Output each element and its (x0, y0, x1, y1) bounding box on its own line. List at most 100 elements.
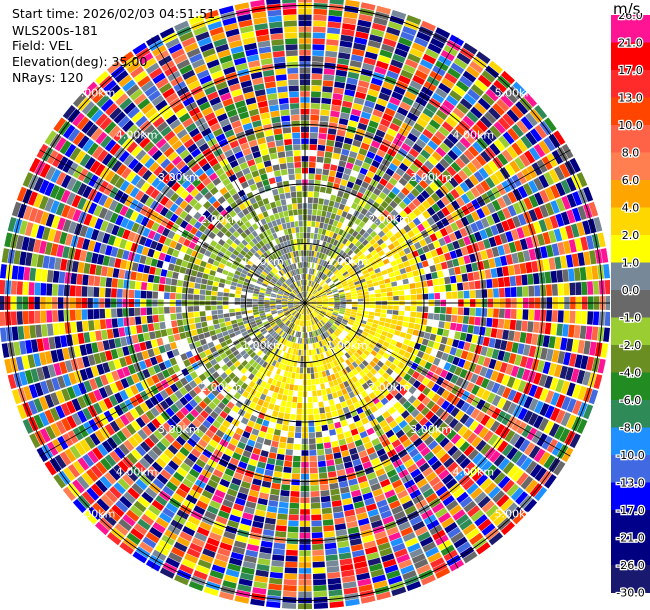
range-gate (342, 192, 350, 200)
range-gate (101, 329, 108, 340)
range-gate (264, 297, 270, 301)
range-gate (366, 151, 376, 160)
range-gate (349, 114, 360, 123)
range-gate (318, 401, 324, 408)
range-gate (313, 291, 319, 296)
range-gate (330, 104, 341, 112)
range-gate (505, 231, 514, 243)
range-gate (307, 262, 311, 268)
range-gate (437, 173, 448, 184)
range-gate (412, 198, 421, 207)
range-gate (373, 346, 380, 353)
range-gate (89, 331, 97, 342)
range-gate (392, 172, 402, 182)
range-gate (376, 5, 391, 15)
range-gate (507, 465, 520, 479)
range-gate (514, 157, 526, 170)
range-gate (403, 382, 412, 391)
range-gate (310, 305, 316, 309)
range-gate (328, 304, 334, 307)
range-gate (463, 342, 471, 351)
range-gate (279, 495, 290, 503)
range-gate (307, 220, 312, 227)
range-gate (334, 303, 340, 306)
range-gate (517, 213, 527, 226)
range-gate (517, 407, 528, 421)
range-gate (327, 308, 334, 312)
range-gate (328, 300, 335, 303)
range-gate (416, 294, 423, 300)
range-gate (211, 291, 218, 296)
range-gate (307, 197, 313, 204)
range-gate (309, 306, 315, 310)
range-gate (323, 68, 335, 76)
range-gate (309, 306, 315, 310)
range-gate (381, 43, 395, 53)
ray (305, 201, 599, 303)
range-gate (312, 289, 317, 295)
range-gate (563, 240, 571, 254)
range-gate (439, 314, 446, 321)
range-gate (339, 309, 346, 313)
range-gate (355, 225, 362, 233)
range-gate (337, 274, 344, 280)
range-gate (187, 294, 194, 300)
range-gate (444, 321, 451, 330)
range-gate (511, 468, 524, 482)
range-gate (488, 337, 496, 348)
range-gate (371, 22, 387, 32)
range-gate (339, 324, 345, 330)
range-gate (408, 376, 417, 385)
range-gate (288, 425, 295, 432)
range-gate (326, 33, 340, 40)
range-gate (316, 209, 322, 217)
range-gate (334, 421, 342, 429)
range-gate (446, 165, 457, 177)
range-gate (570, 223, 580, 238)
range-gate (428, 293, 435, 300)
range-gate (376, 60, 389, 70)
range-gate (473, 231, 483, 242)
range-gate (424, 251, 433, 260)
range-gate (384, 360, 392, 368)
ray (305, 0, 328, 303)
range-gate (493, 454, 506, 467)
range-gate (357, 213, 365, 221)
range-gate (320, 293, 327, 297)
range-gate (323, 316, 329, 321)
range-gate (456, 282, 464, 291)
range-gate (333, 239, 339, 246)
range-gate (442, 169, 453, 181)
range-gate (273, 471, 283, 478)
range-gate (40, 310, 47, 323)
range-gate (357, 304, 364, 308)
range-gate (516, 286, 523, 297)
range-gate (445, 371, 454, 382)
range-gate (314, 283, 319, 289)
range-gate (412, 75, 426, 86)
range-gate (327, 176, 335, 183)
ray (305, 9, 407, 303)
range-gate (354, 280, 361, 286)
range-gate (471, 262, 479, 272)
range-gate (436, 270, 444, 278)
range-gate (362, 288, 369, 293)
range-gate (309, 274, 312, 281)
range-gate (123, 317, 130, 327)
range-gate (484, 327, 492, 337)
range-gate (519, 439, 531, 453)
range-gate (279, 436, 287, 443)
range-gate (311, 67, 323, 74)
range-gate (419, 359, 427, 368)
range-gate (297, 355, 301, 362)
range-gate (402, 25, 417, 36)
range-gate (402, 233, 410, 242)
range-gate (325, 313, 332, 317)
range-gate (296, 367, 300, 374)
range-gate (382, 226, 390, 234)
range-gate (317, 144, 326, 152)
range-gate (322, 298, 328, 301)
range-gate (412, 380, 421, 389)
range-gate (333, 278, 339, 283)
range-gate (310, 97, 321, 104)
